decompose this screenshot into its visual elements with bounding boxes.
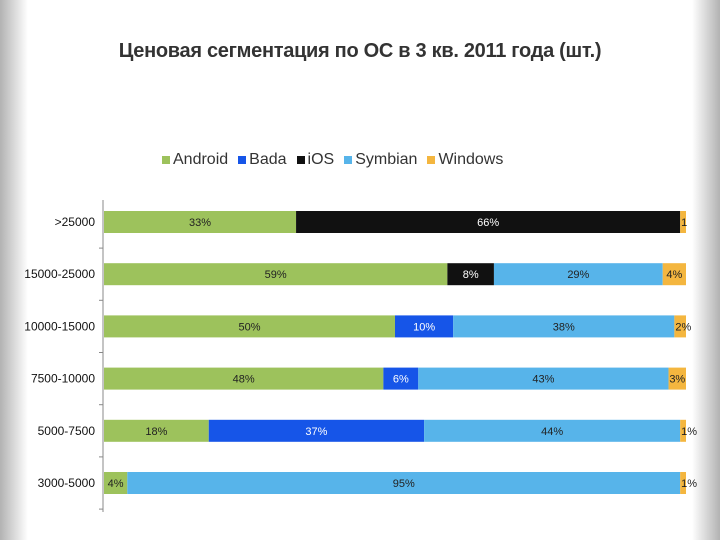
bar-symbian: [127, 472, 681, 494]
legend-item-ios: iOS: [296, 151, 335, 169]
data-label: 4%: [108, 478, 124, 490]
data-label: 95%: [393, 478, 415, 490]
bar-windows: [680, 472, 686, 494]
category-label: 7500-10000: [31, 372, 95, 386]
legend-swatch: [296, 156, 305, 164]
data-label: 29%: [567, 269, 589, 281]
bar-android: [104, 472, 128, 494]
category-label: 5000-7500: [38, 424, 96, 438]
bar-windows: [674, 315, 686, 338]
data-label: 48%: [233, 374, 255, 386]
bar-symbian: [453, 315, 675, 338]
legend-label: Android: [173, 151, 229, 168]
legend-label: Windows: [438, 151, 504, 168]
bar-android: [104, 263, 448, 286]
data-label: 1%: [681, 426, 697, 438]
data-label: 50%: [238, 321, 260, 333]
bar-bada: [208, 419, 425, 442]
legend-swatch: [344, 156, 353, 164]
bar-android: [104, 367, 384, 390]
bar-android: [104, 211, 297, 233]
data-label: 66%: [477, 217, 499, 229]
data-label: 3%: [669, 374, 685, 386]
legend-item-windows: Windows: [427, 151, 503, 169]
data-label: 1: [681, 217, 687, 229]
chart-legend: Android Bada iOS Symbian Windows: [162, 150, 503, 170]
bar-windows: [662, 263, 686, 286]
chart-title: Ценовая сегментация по ОС в 3 кв. 2011 г…: [118, 40, 602, 62]
category-label: 3000-5000: [38, 476, 96, 490]
category-label: >25000: [55, 215, 96, 229]
legend-label: iOS: [307, 151, 335, 168]
data-label: 8%: [463, 269, 479, 281]
legend-swatch: [238, 156, 247, 164]
slide-left-edge: [0, 0, 28, 540]
category-label: 10000-15000: [24, 319, 95, 333]
bar-android: [104, 315, 395, 338]
bar-windows: [680, 211, 686, 233]
legend-swatch: [162, 156, 170, 164]
legend-item-android: Android: [162, 151, 228, 169]
legend-swatch: [427, 156, 436, 164]
data-label: 6%: [393, 374, 409, 386]
bar-symbian: [493, 263, 663, 286]
bar-android: [104, 419, 209, 442]
data-label: 44%: [541, 426, 563, 438]
legend-label: Symbian: [355, 151, 418, 168]
data-label: 2%: [675, 321, 691, 333]
bar-bada: [383, 367, 419, 390]
data-label: 4%: [666, 269, 682, 281]
data-label: 43%: [532, 374, 554, 386]
data-label: 33%: [189, 217, 211, 229]
bar-windows: [680, 419, 686, 442]
data-label: 59%: [265, 269, 287, 281]
bar-ios: [447, 263, 494, 286]
bar-symbian: [418, 367, 669, 390]
legend-item-symbian: Symbian: [344, 151, 417, 169]
bar-symbian: [424, 419, 681, 442]
data-label: 37%: [305, 426, 327, 438]
data-label: 38%: [553, 321, 575, 333]
bar-windows: [668, 367, 686, 390]
data-label: 18%: [145, 426, 167, 438]
category-label: 15000-25000: [24, 267, 95, 281]
bar-bada: [395, 315, 454, 338]
bar-ios: [296, 211, 681, 233]
data-label: 1%: [681, 478, 697, 490]
legend-item-bada: Bada: [238, 151, 287, 169]
data-label: 10%: [413, 321, 435, 333]
legend-label: Bada: [249, 151, 287, 168]
